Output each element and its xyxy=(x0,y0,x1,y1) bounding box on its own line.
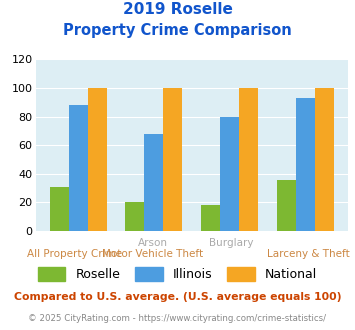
Bar xyxy=(125,202,144,231)
Bar xyxy=(239,88,258,231)
Bar xyxy=(201,205,220,231)
Text: Property Crime Comparison: Property Crime Comparison xyxy=(63,23,292,38)
Bar xyxy=(144,134,163,231)
Bar xyxy=(220,116,239,231)
Text: Motor Vehicle Theft: Motor Vehicle Theft xyxy=(102,249,203,259)
Bar xyxy=(88,88,106,231)
Text: Compared to U.S. average. (U.S. average equals 100): Compared to U.S. average. (U.S. average … xyxy=(14,292,341,302)
Text: All Property Crime: All Property Crime xyxy=(27,249,122,259)
Bar xyxy=(163,88,182,231)
Text: Arson: Arson xyxy=(138,238,168,248)
Text: 2019 Roselle: 2019 Roselle xyxy=(122,2,233,16)
Bar xyxy=(296,98,315,231)
Bar xyxy=(50,187,69,231)
Legend: Roselle, Illinois, National: Roselle, Illinois, National xyxy=(33,262,322,286)
Text: © 2025 CityRating.com - https://www.cityrating.com/crime-statistics/: © 2025 CityRating.com - https://www.city… xyxy=(28,314,327,323)
Bar xyxy=(315,88,334,231)
Text: Larceny & Theft: Larceny & Theft xyxy=(267,249,350,259)
Bar xyxy=(69,105,88,231)
Text: Burglary: Burglary xyxy=(208,238,253,248)
Bar xyxy=(277,180,296,231)
